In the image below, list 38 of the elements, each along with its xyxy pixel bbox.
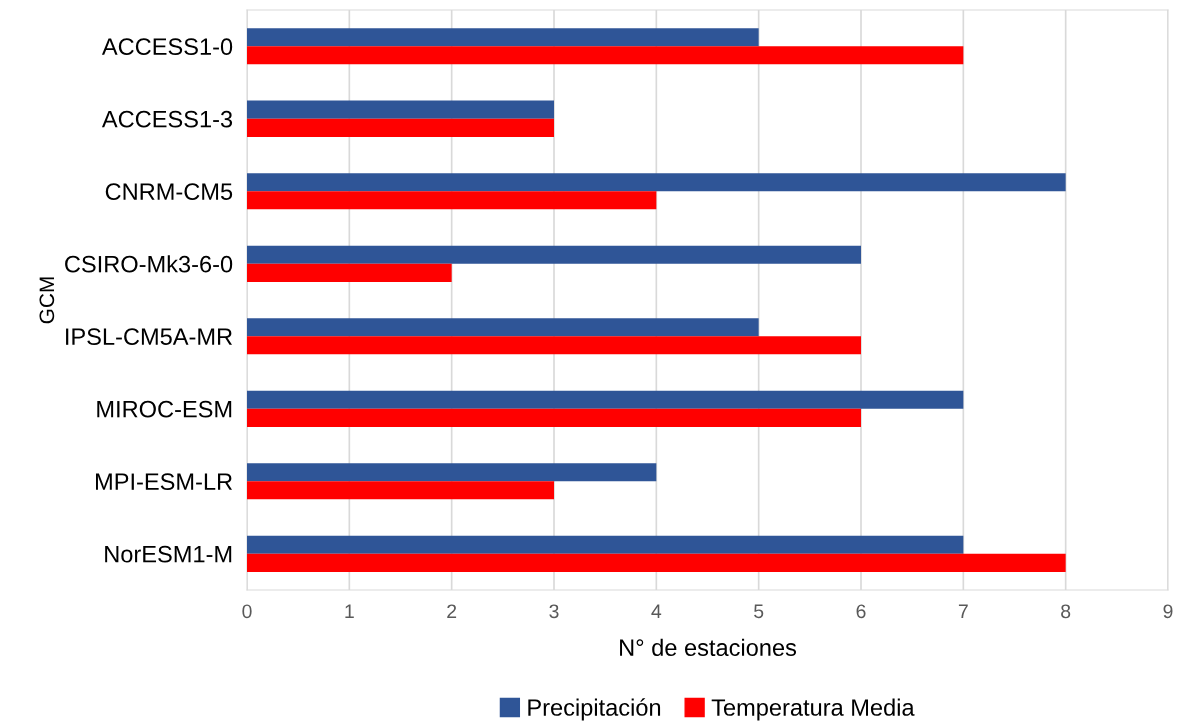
x-tick-label: 6	[856, 604, 866, 619]
y-tick-label: NorESM1-M	[105, 545, 232, 563]
x-tick-label: 0	[242, 604, 252, 619]
bar	[247, 46, 964, 65]
x-axis-title: N° de estaciones	[620, 638, 797, 657]
x-tick-label: 8	[1061, 604, 1071, 619]
y-tick-label: ACCESS1-0	[101, 38, 233, 56]
bar	[247, 173, 1066, 192]
y-tick-label: CSIRO-Mk3-6-0	[65, 255, 233, 273]
x-tick-label: 1	[345, 604, 354, 618]
y-tick-label: MIROC-ESM	[97, 400, 232, 418]
bar	[247, 463, 657, 482]
legend-label: Precipitación	[528, 698, 661, 721]
bar	[247, 408, 861, 427]
bar	[247, 318, 759, 337]
x-tick-label: 5	[754, 604, 764, 619]
y-axis-title: GCM	[39, 277, 55, 324]
x-tick-label: 3	[549, 604, 559, 619]
y-tick-label: MPI-ESM-LR	[96, 473, 233, 491]
bar	[247, 336, 861, 355]
bar	[247, 245, 861, 264]
x-tick-label: 2	[447, 604, 457, 618]
bar	[247, 191, 657, 210]
x-tick-label: 9	[1163, 604, 1173, 619]
x-tick-label: 7	[958, 604, 968, 618]
bar	[247, 390, 964, 409]
bar	[247, 535, 964, 554]
y-tick-label: IPSL-CM5A-MR	[66, 328, 233, 346]
bar	[247, 553, 1066, 572]
bar	[247, 481, 554, 500]
bar	[247, 118, 554, 137]
x-tick-label: 4	[651, 604, 662, 618]
y-tick-label: ACCESS1-3	[101, 110, 233, 128]
legend-label: Temperatura Media	[711, 698, 915, 721]
bar	[247, 28, 759, 47]
y-tick-label: CNRM-CM5	[105, 183, 233, 201]
bar	[247, 263, 452, 282]
bar	[247, 100, 554, 119]
